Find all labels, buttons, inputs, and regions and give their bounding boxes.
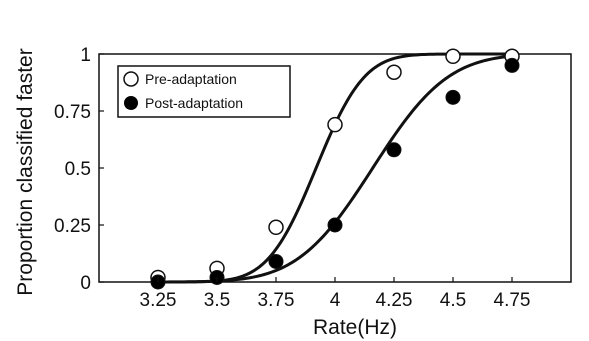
y-tick-label: 0.5 — [65, 159, 91, 180]
y-tick-label: 0.75 — [54, 102, 91, 123]
x-axis-title: Rate(Hz) — [313, 316, 397, 339]
y-tick-label: 0 — [80, 273, 91, 294]
point-post-adaptation — [327, 217, 343, 233]
y-tick-label: 0.25 — [54, 216, 91, 237]
point-post-adaptation — [386, 142, 402, 158]
y-tick-label: 1 — [80, 45, 91, 66]
x-tick-label: 4.75 — [494, 290, 531, 311]
legend-marker-post-adaptation — [124, 96, 138, 110]
point-pre-adaptation — [268, 219, 284, 236]
legend-label-post-adaptation: Post-adaptation — [145, 95, 243, 111]
point-post-adaptation — [504, 57, 520, 73]
point-post-adaptation — [445, 89, 461, 105]
legend-marker-pre-adaptation — [123, 71, 139, 87]
x-tick-label: 4.25 — [376, 290, 413, 311]
x-tick-label: 3.5 — [204, 290, 230, 311]
point-pre-adaptation — [386, 64, 402, 80]
x-tick-label: 3.25 — [140, 290, 177, 311]
x-tick-label: 3.75 — [258, 290, 295, 311]
x-tick-label: 4 — [330, 290, 341, 311]
legend: Pre-adaptation Post-adaptation — [117, 65, 291, 118]
point-pre-adaptation — [445, 48, 461, 65]
legend-box — [117, 65, 291, 118]
point-pre-adaptation — [327, 116, 343, 133]
x-tick-label: 4.5 — [440, 290, 466, 311]
tick-marks: 3.25 3.5 3.75 4 4.25 4.5 4.75 0 0.25 0.5 0.75 1 — [54, 45, 530, 311]
y-axis-title: Proportion classified faster — [14, 48, 37, 295]
legend-label-pre-adaptation: Pre-adaptation — [145, 71, 237, 87]
point-post-adaptation — [268, 253, 284, 269]
